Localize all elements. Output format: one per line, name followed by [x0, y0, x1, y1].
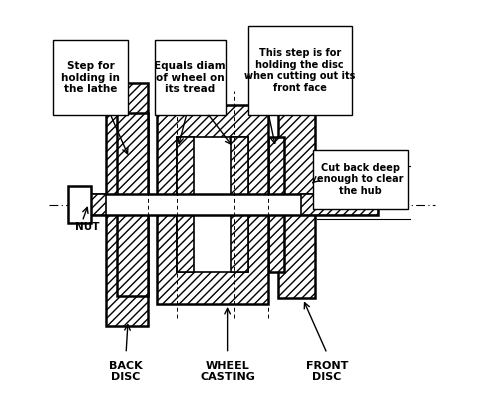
FancyBboxPatch shape [313, 150, 408, 209]
Bar [69, 194, 106, 215]
Bar [117, 113, 148, 296]
Bar [231, 137, 248, 272]
FancyBboxPatch shape [155, 40, 226, 115]
Bar [177, 137, 248, 272]
Text: Equals diam
of wheel on
its tread: Equals diam of wheel on its tread [154, 61, 226, 94]
Bar [106, 83, 148, 326]
Bar [301, 194, 378, 215]
Text: This step is for
holding the disc
when cutting out its
front face: This step is for holding the disc when c… [244, 48, 355, 93]
Text: FRONT
DISC: FRONT DISC [306, 361, 348, 382]
Text: NUT: NUT [75, 222, 100, 232]
Bar [177, 137, 194, 272]
Text: Cut back deep
enough to clear
the hub: Cut back deep enough to clear the hub [318, 162, 404, 196]
Bar [268, 137, 284, 272]
Text: BACK
DISC: BACK DISC [109, 361, 143, 382]
FancyBboxPatch shape [248, 26, 351, 115]
Text: WHEEL
CASTING: WHEEL CASTING [200, 361, 255, 382]
Bar [157, 105, 268, 304]
Bar [278, 111, 315, 298]
Bar [69, 186, 91, 223]
Text: Step for
holding in
the lathe: Step for holding in the lathe [61, 61, 120, 94]
Bar [69, 194, 378, 215]
FancyBboxPatch shape [53, 40, 128, 115]
